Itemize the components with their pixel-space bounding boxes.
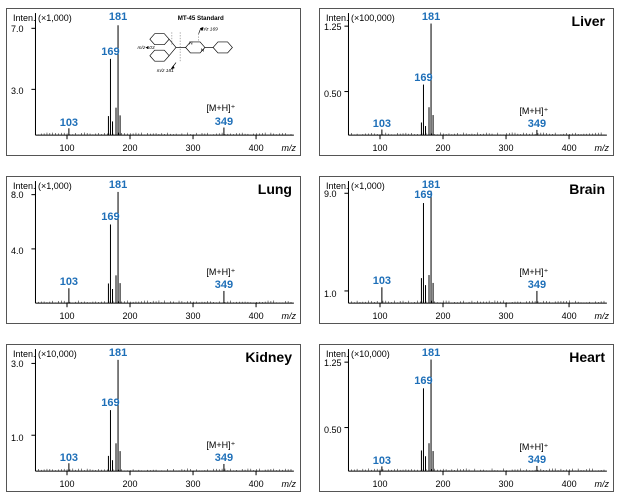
x-tick-label: 300 bbox=[499, 311, 514, 321]
spectrum-panel-lung: Inten. (×1,000)Lung1002003004004.08.0m/z… bbox=[6, 176, 301, 324]
sample-label: Heart bbox=[569, 349, 605, 365]
y-tick-label: 7.0 bbox=[11, 24, 24, 34]
peak-label-181: 181 bbox=[109, 179, 127, 191]
x-axis-label: m/z bbox=[595, 479, 610, 489]
x-tick-label: 200 bbox=[123, 479, 138, 489]
peak-label-349: 349 bbox=[528, 118, 546, 130]
peak-label-169: 169 bbox=[101, 397, 119, 409]
y-tick-label: 3.0 bbox=[11, 86, 24, 96]
peak-label-181: 181 bbox=[422, 179, 440, 191]
y-tick-label: 3.0 bbox=[11, 359, 24, 369]
intensity-scale-label: Inten. (×1,000) bbox=[13, 13, 72, 23]
intensity-scale-label: Inten. (×10,000) bbox=[13, 349, 77, 359]
peak-label-181: 181 bbox=[422, 11, 440, 23]
x-tick-label: 200 bbox=[436, 311, 451, 321]
svg-text:N: N bbox=[201, 48, 205, 54]
spectrum-panel-liver: Inten. (×100,000)Liver1002003004000.501.… bbox=[319, 8, 614, 156]
spectrum-panel-kidney: Inten. (×10,000) Kidney 100 200 300 400 1.0 3.0… bbox=[6, 344, 301, 492]
peak-label-349: 349 bbox=[528, 454, 546, 466]
x-tick-label: 200 bbox=[123, 143, 138, 153]
y-tick-label: 1.25 bbox=[324, 22, 342, 32]
x-tick-label: 300 bbox=[499, 479, 514, 489]
svg-text:MT-45 Standard: MT-45 Standard bbox=[178, 15, 224, 22]
peak-label-103: 103 bbox=[60, 276, 78, 288]
y-tick-label: 0.50 bbox=[324, 425, 342, 435]
peak-label-349: 349 bbox=[528, 279, 546, 291]
molecular-ion-label: [M+H]⁺ bbox=[519, 267, 548, 278]
x-axis-label: m/z bbox=[282, 479, 297, 489]
sample-label: Brain bbox=[569, 181, 605, 197]
x-tick-label: 100 bbox=[372, 311, 387, 321]
x-axis-label: m/z bbox=[595, 311, 610, 321]
sample-label: Liver bbox=[572, 13, 605, 29]
x-tick-label: 300 bbox=[186, 311, 201, 321]
peak-label-169: 169 bbox=[414, 375, 432, 387]
y-tick-label: 9.0 bbox=[324, 189, 337, 199]
peak-label-181: 181 bbox=[422, 347, 440, 359]
x-tick-label: 100 bbox=[372, 143, 387, 153]
peak-label-349: 349 bbox=[215, 116, 233, 128]
molecular-ion-label: [M+H]⁺ bbox=[206, 440, 235, 451]
x-tick-label: 400 bbox=[249, 143, 264, 153]
x-tick-label: 400 bbox=[562, 479, 577, 489]
spectrum-panel-brain: Inten. (×1,000)Brain1002003004001.09.0m/… bbox=[319, 176, 614, 324]
svg-text:m/z 103: m/z 103 bbox=[138, 45, 155, 51]
x-tick-label: 300 bbox=[499, 143, 514, 153]
peak-label-103: 103 bbox=[373, 455, 391, 467]
x-tick-label: 300 bbox=[186, 479, 201, 489]
x-tick-label: 100 bbox=[59, 143, 74, 153]
spectrum-panel-standard: Inten. (×1,000) 100 200 300 400 3.0 7.0 m/z 103 1… bbox=[6, 8, 301, 156]
sample-label: Lung bbox=[258, 181, 292, 197]
x-tick-label: 200 bbox=[123, 311, 138, 321]
peak-label-181: 181 bbox=[109, 11, 127, 23]
x-tick-label: 300 bbox=[186, 143, 201, 153]
x-tick-label: 400 bbox=[249, 311, 264, 321]
molecular-structure: MT-45 Standard N N m/z 103 m/z 169 m/z 1… bbox=[132, 13, 242, 73]
x-tick-label: 100 bbox=[59, 311, 74, 321]
x-tick-label: 200 bbox=[436, 479, 451, 489]
x-tick-label: 400 bbox=[562, 311, 577, 321]
peak-label-169: 169 bbox=[414, 72, 432, 84]
y-tick-label: 8.0 bbox=[11, 190, 24, 200]
x-tick-label: 100 bbox=[59, 479, 74, 489]
x-axis-label: m/z bbox=[282, 311, 297, 321]
spectrum-panel-heart: Inten. (×10,000)Heart1002003004000.501.2… bbox=[319, 344, 614, 492]
y-tick-label: 0.50 bbox=[324, 89, 342, 99]
molecular-ion-label: [M+H]⁺ bbox=[206, 267, 235, 278]
y-tick-label: 1.0 bbox=[324, 289, 337, 299]
peak-label-181: 181 bbox=[109, 347, 127, 359]
peak-label-103: 103 bbox=[373, 118, 391, 130]
x-axis-label: m/z bbox=[595, 143, 610, 153]
y-tick-label: 4.0 bbox=[11, 246, 24, 256]
x-axis-label: m/z bbox=[282, 143, 297, 153]
sample-label: Kidney bbox=[245, 349, 292, 365]
x-tick-label: 100 bbox=[372, 479, 387, 489]
y-tick-label: 1.25 bbox=[324, 358, 342, 368]
molecular-ion-label: [M+H]⁺ bbox=[519, 442, 548, 453]
molecular-ion-label: [M+H]⁺ bbox=[206, 103, 235, 114]
x-tick-label: 200 bbox=[436, 143, 451, 153]
peak-label-169: 169 bbox=[101, 46, 119, 58]
peak-label-103: 103 bbox=[60, 452, 78, 464]
x-tick-label: 400 bbox=[562, 143, 577, 153]
peak-label-349: 349 bbox=[215, 279, 233, 291]
peak-label-349: 349 bbox=[215, 452, 233, 464]
peak-label-169: 169 bbox=[101, 211, 119, 223]
x-tick-label: 400 bbox=[249, 479, 264, 489]
peak-label-103: 103 bbox=[373, 275, 391, 287]
peak-label-103: 103 bbox=[60, 117, 78, 129]
svg-text:N: N bbox=[189, 41, 193, 47]
y-tick-label: 1.0 bbox=[11, 433, 24, 443]
molecular-ion-label: [M+H]⁺ bbox=[519, 106, 548, 117]
